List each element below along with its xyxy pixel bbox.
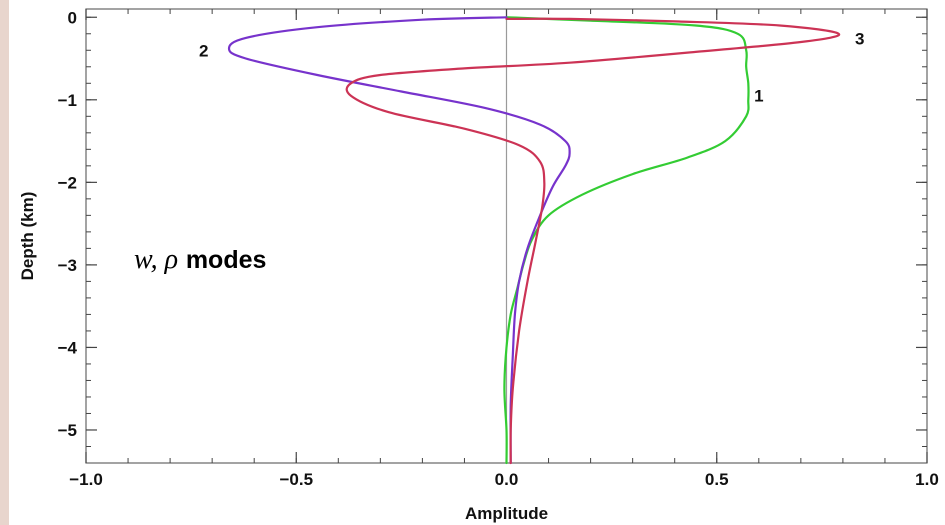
y-tick-label: −2 [58,173,77,192]
mode-label-1: 1 [754,87,763,106]
mode-label-2: 2 [199,41,208,60]
figure-canvas: −1.0 −0.5 0.0 0.5 1.0 0 −1 −2 −3 −4 −5 1 2 3 Amplitu… [9,0,945,525]
y-axis-title: Depth (km) [18,192,37,281]
annotation-text: modes [185,246,267,274]
series-layer [227,16,841,465]
mode-amplitude-chart: −1.0 −0.5 0.0 0.5 1.0 0 −1 −2 −3 −4 −5 1 2 3 Amplitu… [18,8,939,523]
axis-ticks: −1.0 −0.5 0.0 0.5 1.0 0 −1 −2 −3 −4 −5 [58,8,939,489]
mode-3-curve [345,17,841,465]
mode-labels: 1 2 3 [199,30,864,106]
x-tick-label: −0.5 [279,470,313,489]
y-tick-label: −5 [58,421,77,440]
y-tick-label: −4 [58,338,78,357]
mode-2-curve [227,16,571,465]
y-tick-label: 0 [68,8,77,27]
annotation-symbol: w, ρ [134,244,179,275]
x-tick-label: 0.0 [495,470,519,489]
x-tick-label: −1.0 [69,470,103,489]
x-tick-label: 0.5 [705,470,729,489]
x-axis-title: Amplitude [465,504,548,523]
mode-label-3: 3 [855,30,864,49]
mode-1-curve [503,16,750,465]
y-tick-label: −3 [58,256,77,275]
x-tick-label: 1.0 [915,470,939,489]
y-tick-label: −1 [58,91,77,110]
modes-annotation: w, ρ modes [134,243,266,276]
